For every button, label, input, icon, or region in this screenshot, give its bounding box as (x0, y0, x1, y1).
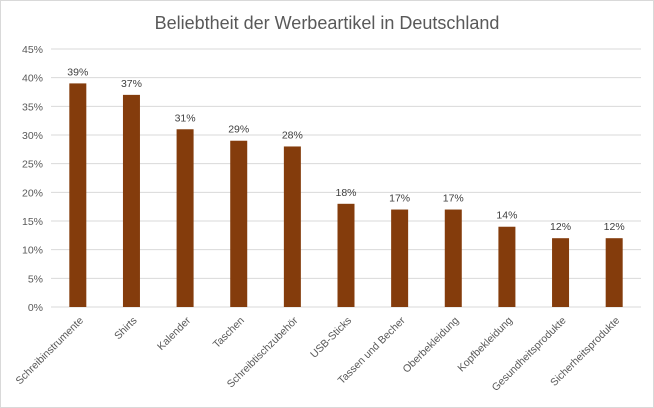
y-tick-label: 30% (22, 130, 43, 142)
data-label: 37% (121, 78, 142, 90)
y-tick-label: 35% (22, 101, 43, 113)
chart-title: Beliebtheit der Werbeartikel in Deutschl… (155, 13, 500, 33)
data-label: 17% (443, 193, 464, 205)
bars (69, 83, 623, 308)
y-tick-label: 40% (22, 73, 43, 85)
category-labels: Schreibinstrumente Shirts Kalender TaschenS… (13, 314, 622, 393)
y-tick-label: 10% (22, 245, 43, 257)
category-label: Taschen (211, 315, 247, 351)
bar (122, 94, 140, 307)
y-tick-label: 15% (22, 216, 43, 228)
bar (176, 129, 194, 307)
data-label: 14% (496, 210, 517, 222)
bar (605, 238, 623, 307)
gridlines (51, 48, 641, 308)
data-label: 31% (175, 112, 196, 124)
y-tick-label: 25% (22, 159, 43, 171)
y-tick-label: 20% (22, 187, 43, 199)
y-tick-label: 5% (28, 273, 43, 285)
data-label: 29% (228, 124, 249, 136)
category-label: Shirts (112, 315, 139, 342)
data-labels: 39% 37% 31% 29% 28% 18% 17% 17% 14% 12% 12% (67, 66, 624, 233)
bar (69, 83, 87, 308)
data-label: 12% (550, 221, 571, 233)
bar (391, 209, 409, 307)
bar (498, 226, 516, 307)
data-label: 18% (335, 187, 356, 199)
data-label: 28% (282, 129, 303, 141)
bar (230, 140, 248, 307)
category-label: Oberbekleidung (400, 315, 461, 376)
data-label: 39% (67, 66, 88, 78)
category-label: Kalender (155, 314, 194, 353)
category-label: Kopfbekleidung (455, 315, 515, 375)
data-label: 12% (604, 221, 625, 233)
y-axis-ticks: 0% 5% 10% 15% 20% 25% 30% 35% 40% 45% (22, 44, 43, 314)
category-label: USB-Sticks (308, 315, 354, 361)
bar (283, 146, 301, 307)
y-tick-label: 45% (22, 44, 43, 56)
data-label: 17% (389, 193, 410, 205)
bar (552, 238, 570, 307)
y-tick-label: 0% (28, 302, 43, 314)
category-label: Schreibinstrumente (13, 315, 86, 388)
bar (337, 203, 355, 307)
bar (444, 209, 462, 307)
